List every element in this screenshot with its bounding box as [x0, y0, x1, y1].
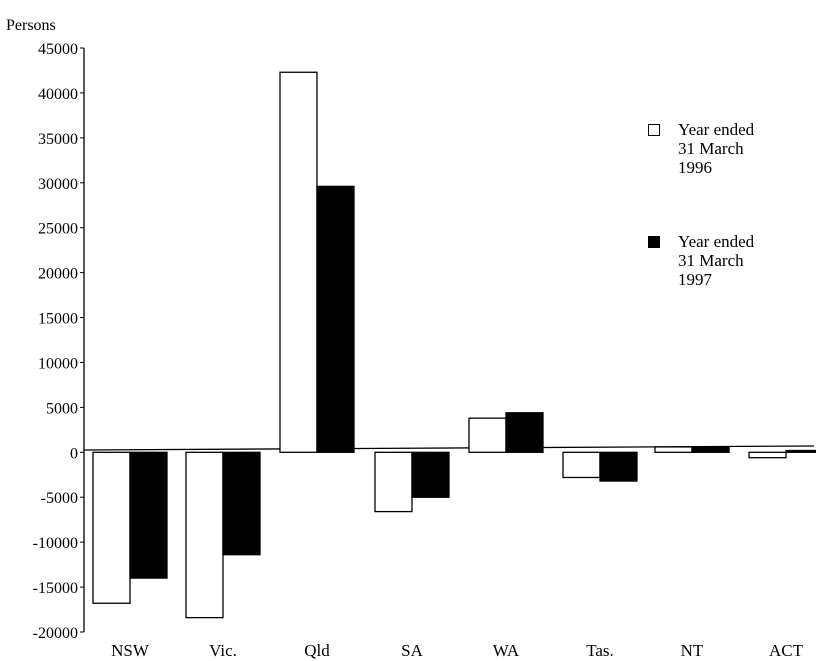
bar-nt-series-2	[691, 446, 730, 453]
x-tick-label: SA	[401, 641, 423, 660]
y-tick-label: 25000	[38, 221, 78, 238]
bar-sa-series-1	[374, 451, 413, 513]
bar-vic-series-2	[222, 451, 261, 556]
x-tick-label: Tas.	[586, 641, 614, 660]
bar-wa-series-1	[468, 417, 507, 453]
y-tick-label: 45000	[38, 41, 78, 58]
bar-qld-series-2	[316, 185, 355, 453]
y-axis-ticks: 45000 40000 35000 30000 25000 20000 15000 10000…	[33, 41, 84, 642]
bar-tas-series-2	[599, 451, 638, 482]
y-tick-label: 30000	[38, 176, 78, 193]
y-tick-label: 0	[70, 445, 78, 462]
y-tick-label: 40000	[38, 86, 78, 103]
x-axis-labels: NSW Vic. Qld SA WA Tas. NT ACT	[111, 641, 804, 660]
x-tick-label: ACT	[769, 641, 804, 660]
bar-nt-series-1	[654, 446, 693, 453]
y-axis-label: Persons	[6, 17, 56, 34]
bar-sa-series-2	[411, 451, 450, 498]
x-tick-label: Qld	[304, 641, 330, 660]
bar-wa-series-2	[505, 412, 544, 453]
x-tick-label: NSW	[111, 641, 150, 660]
bar-act-series-1	[748, 451, 787, 459]
legend-label-1997: Year ended 31 March 1997	[678, 232, 755, 289]
bar-nsw-series-2	[129, 451, 168, 579]
y-tick-label: -20000	[33, 625, 78, 642]
x-tick-label: NT	[681, 641, 704, 660]
bar-act-series-2	[785, 449, 816, 453]
legend-swatch-1996	[648, 124, 660, 136]
bar-vic-series-1	[185, 451, 224, 619]
y-tick-label: 20000	[38, 266, 78, 283]
y-tick-label: 15000	[38, 311, 78, 328]
bar-tas-series-1	[562, 451, 601, 479]
y-tick-label: 10000	[38, 355, 78, 372]
y-tick-label: -5000	[41, 490, 78, 507]
y-tick-label: -15000	[33, 580, 78, 597]
y-tick-label: 35000	[38, 131, 78, 148]
bars-group	[92, 71, 816, 619]
x-tick-label: WA	[493, 641, 520, 660]
legend-label-1996: Year ended 31 March 1996	[678, 120, 755, 177]
y-tick-label: 5000	[46, 400, 78, 417]
bar-nsw-series-1	[92, 451, 131, 604]
bar-qld-series-1	[279, 71, 318, 453]
legend-swatch-1997	[648, 236, 660, 248]
x-tick-label: Vic.	[209, 641, 237, 660]
y-tick-label: -10000	[33, 535, 78, 552]
